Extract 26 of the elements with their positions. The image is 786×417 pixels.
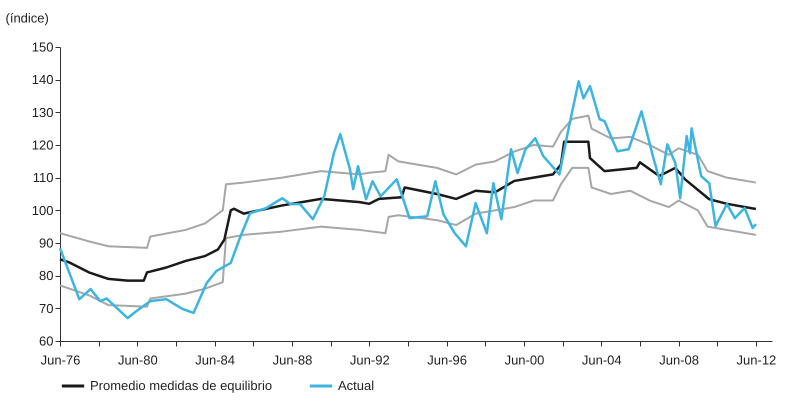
y-tick-label: 110 [32, 170, 54, 186]
x-tick-label: Jun-76 [40, 352, 80, 368]
line-series [59, 166, 757, 308]
x-tick-label: Jun-12 [736, 352, 776, 368]
y-tick-label: 130 [32, 104, 54, 120]
x-tick-label: Jun-88 [272, 352, 312, 368]
y-tick-label: 150 [32, 40, 54, 54]
line-series [59, 114, 757, 249]
x-tick-label: Jun-80 [118, 352, 158, 368]
y-axis-title: (índice) [6, 10, 49, 26]
legend-label: Actual [338, 378, 374, 393]
x-tick-label: Jun-00 [504, 352, 544, 368]
x-tick-label: Jun-96 [427, 352, 467, 368]
legend-label: Promedio medidas de equilibrio [90, 378, 272, 393]
y-tick-label: 80 [39, 268, 54, 284]
x-tick-label: Jun-08 [659, 352, 699, 368]
y-tick-label: 100 [32, 202, 54, 218]
x-tick-label: Jun-84 [195, 352, 236, 368]
y-tick-label: 70 [39, 300, 54, 316]
x-tick-label: Jun-04 [582, 352, 622, 368]
y-tick-label: 140 [32, 72, 54, 88]
x-tick-label: Jun-92 [350, 352, 390, 368]
y-tick-label: 120 [32, 138, 54, 152]
y-tick-label: 90 [39, 236, 54, 250]
y-tick-label: 60 [39, 334, 54, 348]
line-series [58, 80, 758, 320]
